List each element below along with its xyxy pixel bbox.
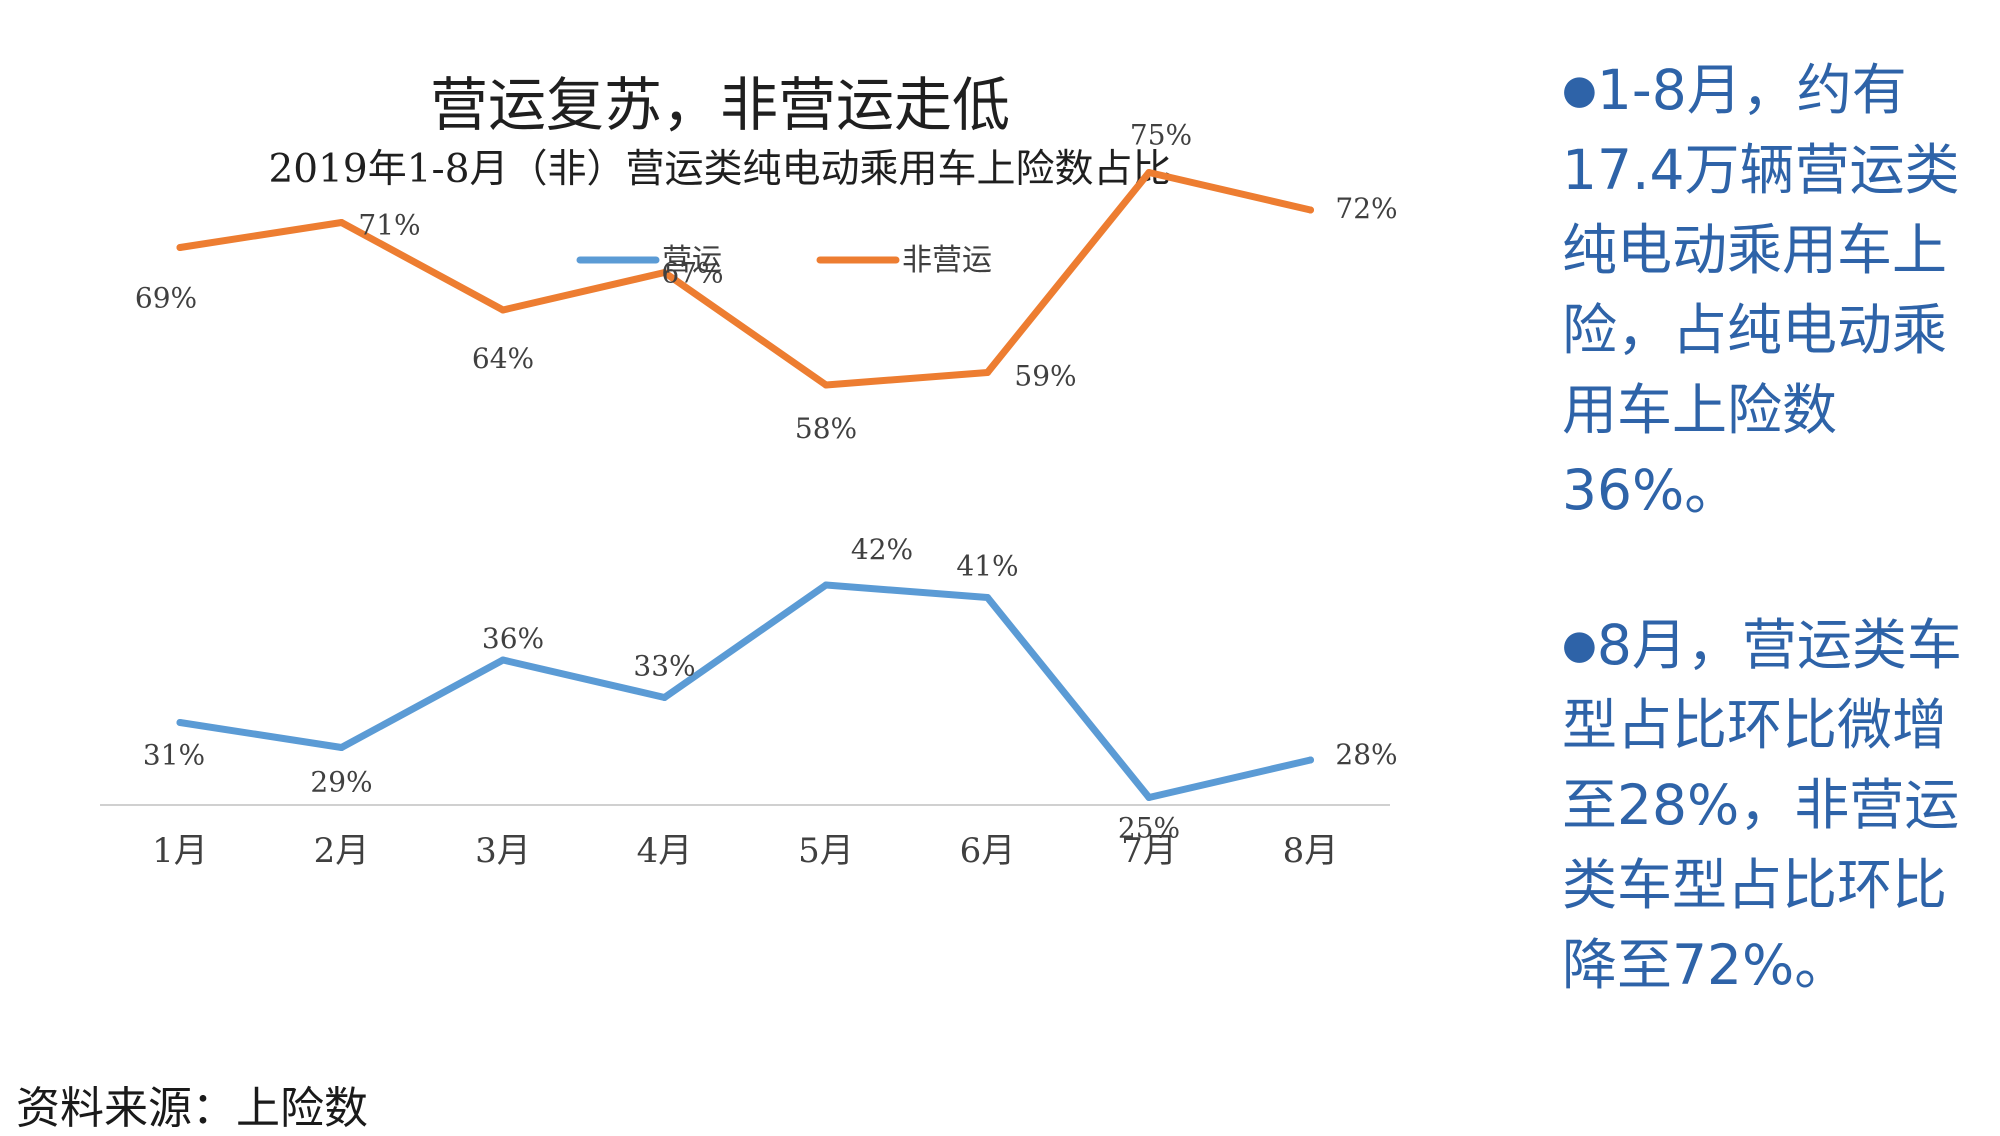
data-point xyxy=(984,594,991,601)
data-point xyxy=(1307,206,1314,214)
series-line-operating xyxy=(176,581,1314,801)
data-label: 25% xyxy=(1118,812,1180,845)
data-label: 31% xyxy=(143,739,205,772)
data-point xyxy=(499,656,507,664)
data-point xyxy=(984,369,991,376)
x-tick-label: 5月 xyxy=(798,831,854,871)
data-point xyxy=(822,581,830,589)
x-tick-label: 2月 xyxy=(314,831,370,871)
data-point xyxy=(822,381,830,389)
data-label: 64% xyxy=(472,342,534,375)
source-note: 资料来源：上险数 xyxy=(16,1083,368,1134)
summary-point-2: ●8月，营运类车型占比环比微增至28%，非营运类车型占比环比降至72%。 xyxy=(1562,605,1982,1005)
data-point xyxy=(1145,794,1153,801)
x-tick-label: 8月 xyxy=(1283,831,1339,871)
data-label: 75% xyxy=(1130,119,1192,152)
data-point xyxy=(338,744,345,751)
bullet-icon: ● xyxy=(1562,622,1597,668)
data-label: 28% xyxy=(1335,738,1397,771)
bullet-icon: ● xyxy=(1562,67,1597,113)
summary-point-1: ●1-8月，约有17.4万辆营运类纯电动乘用车上险，占纯电动乘用车上险数36%。 xyxy=(1562,50,1982,530)
chart-area: 营运复苏，非营运走低 2019年1-8月（非）营运类纯电动乘用车上险数占比 1月… xyxy=(100,71,1398,871)
x-tick-label: 6月 xyxy=(960,831,1016,871)
side-panel: ●1-8月，约有17.4万辆营运类纯电动乘用车上险，占纯电动乘用车上险数36%。… xyxy=(1562,50,1982,1080)
data-label: 42% xyxy=(851,533,913,566)
chart-subtitle: 2019年1-8月（非）营运类纯电动乘用车上险数占比 xyxy=(268,147,1172,192)
data-label: 72% xyxy=(1335,192,1397,225)
data-label: 33% xyxy=(633,650,695,683)
data-point xyxy=(1145,169,1153,176)
data-label: 67% xyxy=(661,257,723,290)
series-line-non-operating xyxy=(176,169,1314,389)
data-label: 59% xyxy=(1014,360,1076,393)
legend-label: 营运 xyxy=(662,243,722,278)
data-label: 29% xyxy=(310,766,372,799)
data-point xyxy=(661,269,668,276)
data-label: 36% xyxy=(482,622,544,655)
summary-point-2-text: 8月，营运类车型占比环比微增至28%，非营运类车型占比环比降至72%。 xyxy=(1562,613,1962,997)
summary-point-1-text: 1-8月，约有17.4万辆营运类纯电动乘用车上险，占纯电动乘用车上险数36%。 xyxy=(1562,58,1960,522)
x-tick-label: 4月 xyxy=(637,831,693,871)
data-point xyxy=(338,219,345,226)
data-label: 69% xyxy=(135,282,197,315)
line-chart: 1月 2月 3月 4月 5月 6月 7月 8月 31% 29% 36% 33% 42% 41% 25% 28%… xyxy=(100,119,1398,871)
data-label: 41% xyxy=(956,550,1018,583)
x-tick-label: 3月 xyxy=(475,831,531,871)
data-point xyxy=(176,244,184,251)
x-tick-label: 7月 xyxy=(1121,831,1177,871)
x-tick-label: 1月 xyxy=(152,831,208,871)
data-point xyxy=(661,694,668,701)
chart-title: 营运复苏，非营运走低 xyxy=(429,71,1010,139)
data-label: 71% xyxy=(358,209,420,242)
data-point xyxy=(176,719,184,726)
legend-label: 非营运 xyxy=(902,243,992,278)
data-point xyxy=(499,306,507,314)
data-label: 58% xyxy=(795,412,857,445)
data-point xyxy=(1307,756,1314,764)
